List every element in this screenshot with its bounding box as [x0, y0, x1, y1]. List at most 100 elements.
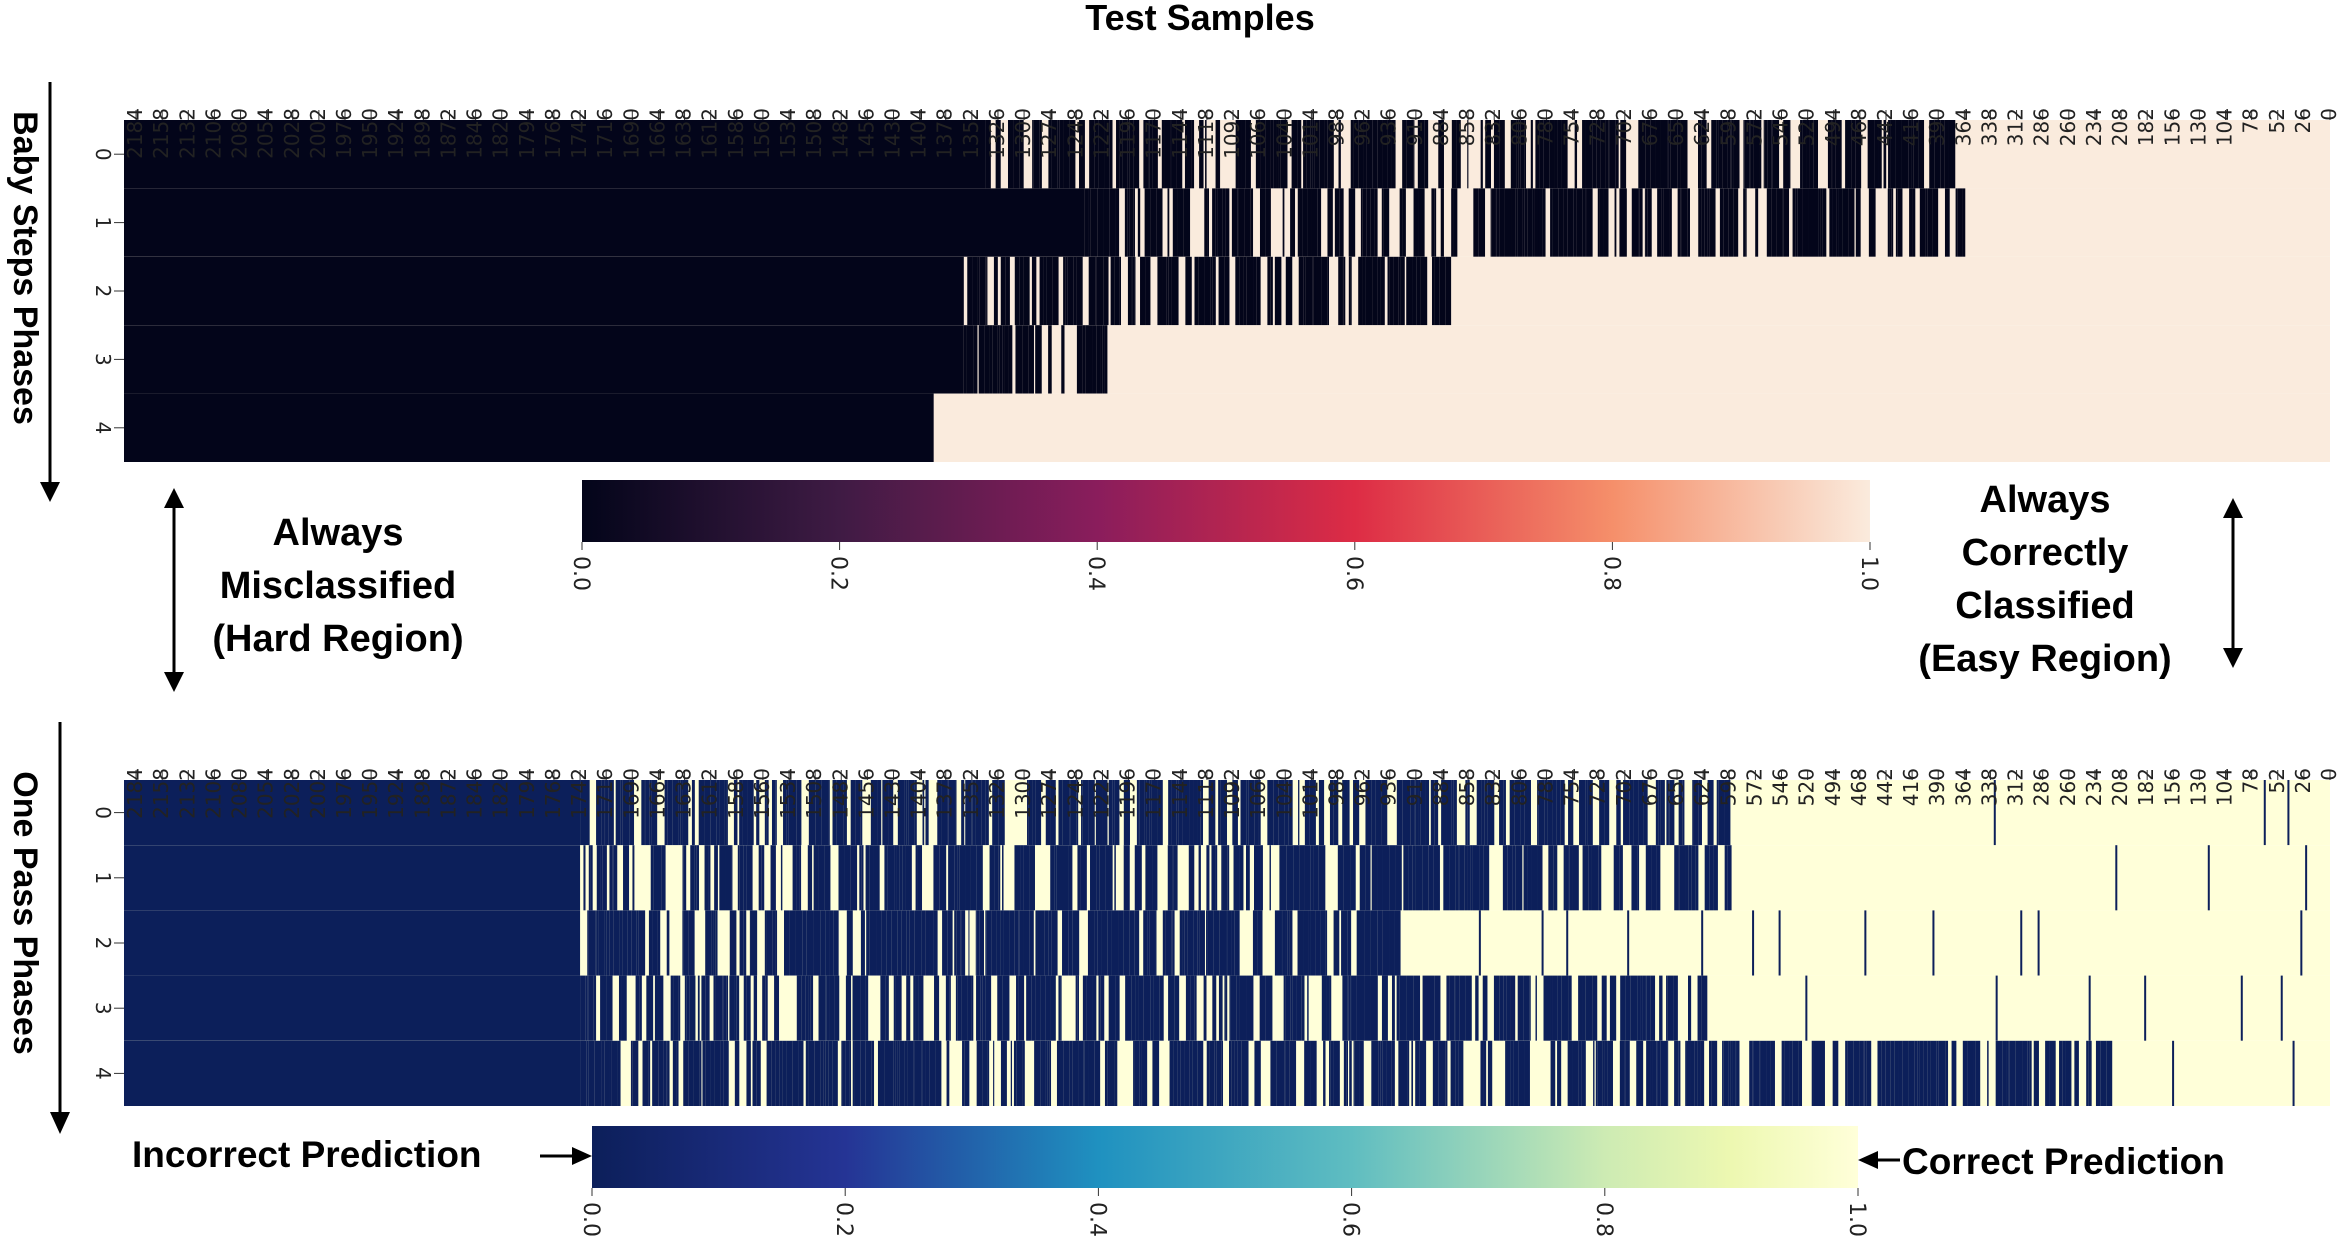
- heatmap-cell: [1633, 780, 1639, 846]
- heatmap-cell: [997, 325, 1000, 394]
- heatmap-cell: [1727, 845, 1732, 911]
- heatmap-cell: [1515, 845, 1523, 911]
- heatmap-cell: [925, 910, 930, 976]
- heatmap-cell: [649, 780, 652, 846]
- heatmap-cell: [1660, 120, 1668, 189]
- heatmap-cell: [611, 1040, 618, 1106]
- x-tick-label: 1898: [410, 768, 434, 819]
- heatmap-cell: [1838, 188, 1843, 257]
- heatmap-cell: [1420, 780, 1426, 846]
- heatmap-cell: [764, 780, 767, 846]
- heatmap-cell: [672, 1040, 677, 1106]
- heatmap-cell: [724, 780, 727, 846]
- heatmap-cell: [1656, 845, 1661, 911]
- heatmap-cell: [1827, 120, 1832, 189]
- heatmap-cell: [1592, 975, 1598, 1041]
- heatmap-cell: [1063, 1040, 1070, 1106]
- x-tick-label: 2184: [123, 108, 147, 159]
- heatmap-cell: [1667, 120, 1669, 189]
- heatmap-cell: [1560, 780, 1565, 846]
- heatmap-cell: [1327, 256, 1330, 326]
- heatmap-cell: [981, 780, 986, 846]
- heatmap-cell: [742, 780, 748, 846]
- heatmap-cell: [1081, 780, 1083, 846]
- heatmap-cell: [1003, 910, 1010, 976]
- heatmap-cell: [1753, 1040, 1760, 1106]
- heatmap-cell: [869, 910, 877, 976]
- heatmap-cell: [1176, 780, 1179, 846]
- heatmap-cell: [1150, 188, 1157, 257]
- heatmap-cell: [1480, 1040, 1484, 1106]
- heatmap-cell: [635, 975, 640, 1041]
- heatmap-cell: [1795, 188, 1798, 257]
- heatmap-cell: [1097, 188, 1104, 257]
- heatmap-cell: [1184, 910, 1188, 976]
- x-tick-label: 650: [1664, 768, 1688, 806]
- x-tick-label: 1560: [750, 768, 774, 819]
- heatmap-cell: [1732, 1040, 1736, 1106]
- heatmap-cell: [1722, 120, 1728, 189]
- heatmap-cell: [842, 1040, 846, 1106]
- heatmap-cell: [1393, 256, 1399, 326]
- heatmap-cell: [1330, 1040, 1334, 1106]
- heatmap-cell: [1219, 120, 1221, 189]
- heatmap-cell: [1061, 845, 1069, 911]
- heatmap-cell: [976, 845, 983, 911]
- heatmap-cell: [1141, 1040, 1148, 1106]
- x-tick-label: 2054: [254, 108, 278, 159]
- heatmap-cell: [1229, 1040, 1232, 1106]
- heatmap-cell: [618, 975, 622, 1041]
- heatmap-cell: [922, 1040, 926, 1106]
- heatmap-cell: [1568, 780, 1574, 846]
- heatmap-cell: [704, 780, 711, 846]
- heatmap-cell: [1582, 120, 1586, 189]
- heatmap-cell: [1661, 188, 1664, 257]
- heatmap-cell: [1207, 910, 1214, 976]
- heatmap-cell: [1596, 120, 1601, 189]
- heatmap-cell: [1399, 188, 1403, 257]
- hard-region-line-3: (Hard Region): [212, 618, 463, 660]
- heatmap-cell: [1901, 120, 1909, 189]
- heatmap-cell: [1210, 256, 1213, 326]
- heatmap-cell: [813, 845, 819, 911]
- heatmap-cell: [867, 910, 870, 976]
- heatmap-cell: [1733, 188, 1739, 257]
- heatmap-cell: [1206, 910, 1208, 976]
- arrowhead-icon: [40, 482, 60, 502]
- heatmap-cell: [825, 1040, 829, 1106]
- heatmap-cell: [1711, 120, 1717, 189]
- heatmap-cell: [1342, 256, 1344, 326]
- heatmap-cell: [1391, 975, 1395, 1041]
- heatmap-cell: [907, 1040, 911, 1106]
- heatmap-cell: [1241, 120, 1246, 189]
- heatmap-cell: [973, 325, 978, 394]
- heatmap-cell: [1048, 910, 1052, 976]
- x-tick-label: 598: [1716, 768, 1740, 806]
- heatmap-cell: [1310, 910, 1316, 976]
- heatmap-cell: [1348, 256, 1351, 326]
- heatmap-cell: [1848, 188, 1855, 257]
- heatmap-cell: [1586, 188, 1593, 257]
- heatmap-cell: [1627, 910, 1630, 976]
- heatmap-cell: [1373, 120, 1378, 189]
- heatmap-cell: [1225, 188, 1230, 257]
- heatmap-cell: [1509, 780, 1515, 846]
- x-tick-label: 1456: [854, 108, 878, 159]
- heatmap-cell: [962, 1040, 965, 1106]
- heatmap-cell: [899, 1040, 905, 1106]
- heatmap-cell: [972, 780, 976, 846]
- heatmap-cell: [766, 910, 773, 976]
- heatmap-cell: [1014, 910, 1019, 976]
- colorbar-ticks-baby-steps: 0.0 0.2 0.4 0.6 0.8 1.0: [568, 542, 1881, 591]
- heatmap-cell: [1362, 975, 1365, 1041]
- heatmap-cell: [1944, 120, 1949, 189]
- heatmap-cell: [752, 1040, 757, 1106]
- heatmap-cell: [1391, 1040, 1395, 1106]
- heatmap-cell: [1707, 188, 1710, 257]
- heatmap-cell: [2049, 1040, 2052, 1106]
- heatmap-cell: [764, 910, 767, 976]
- heatmap-cell: [1370, 975, 1378, 1041]
- heatmap-cell: [1716, 780, 1719, 846]
- heatmap-cell: [630, 1040, 633, 1106]
